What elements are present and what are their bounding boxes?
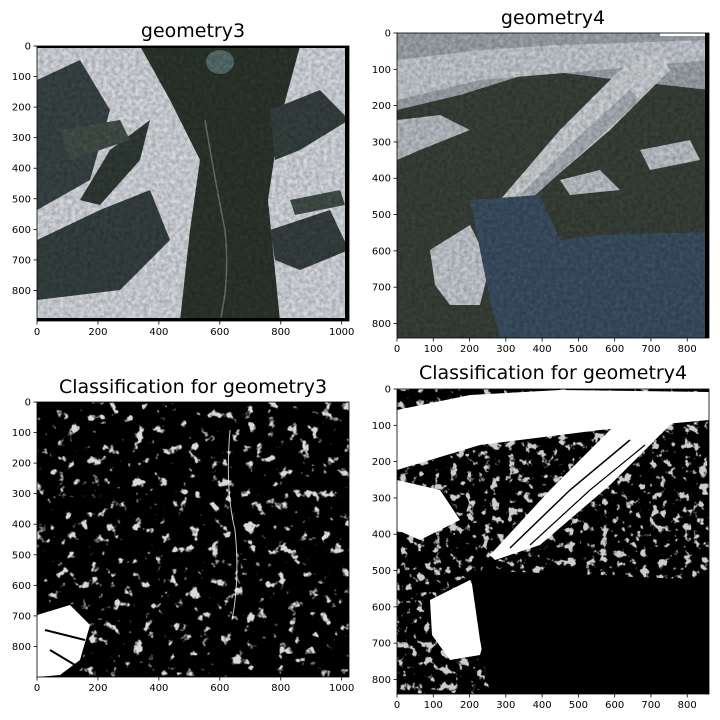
y-tick-label: 400 [12, 520, 31, 531]
y-tick-label: 700 [372, 283, 391, 294]
y-tick-label: 600 [12, 581, 31, 592]
axes-group: 0 200 400 600 800 100001002003004005006007008… [12, 29, 710, 711]
y-tick-label: 200 [372, 457, 391, 468]
axes-panel-4: 0 100 200 300 400 500 600 700 800 0 100 200 300 400 50… [372, 385, 710, 711]
title-geometry4: geometry4 [500, 7, 606, 29]
title-geometry3: geometry3 [140, 20, 246, 42]
x-tick-label: 800 [678, 700, 697, 711]
y-tick-label: 100 [372, 421, 391, 432]
x-tick-label: 700 [641, 700, 660, 711]
y-tick-label: 400 [12, 164, 31, 175]
x-tick-label: 400 [149, 327, 168, 338]
y-tick-label: 0 [385, 385, 391, 396]
y-tick-label: 800 [12, 642, 31, 653]
x-tick-label: 0 [34, 327, 40, 338]
x-tick-label: 800 [678, 344, 697, 355]
x-tick-label: 300 [496, 700, 515, 711]
y-tick-label: 100 [12, 72, 31, 83]
image-geometry3 [37, 46, 349, 321]
x-tick-label: 800 [271, 683, 290, 694]
y-tick-label: 400 [372, 174, 391, 185]
image-geometry4 [397, 33, 709, 338]
y-tick-label: 200 [12, 103, 31, 114]
y-tick-label: 500 [372, 210, 391, 221]
mask-geometry4 [397, 389, 709, 694]
title-classification-geometry3: Classification for geometry3 [58, 376, 328, 398]
x-tick-label: 500 [569, 700, 588, 711]
y-tick-label: 200 [372, 101, 391, 112]
axes-frame [36, 45, 350, 322]
y-tick-label: 400 [372, 530, 391, 541]
x-tick-label: 800 [271, 327, 290, 338]
y-tick-label: 0 [385, 29, 391, 40]
y-tick-label: 300 [12, 489, 31, 500]
title-classification-geometry4: Classification for geometry4 [418, 362, 688, 384]
y-tick-label: 100 [372, 65, 391, 76]
axes-panel-1: 0 200 400 600 800 1000 0 100 200 300 400 500 600 700 8… [12, 42, 355, 339]
y-tick-label: 0 [25, 398, 31, 409]
x-tick-label: 0 [34, 683, 40, 694]
x-tick-label: 200 [88, 683, 107, 694]
y-tick-label: 800 [372, 675, 391, 686]
y-tick-label: 800 [12, 286, 31, 297]
mask-geometry3 [37, 402, 349, 677]
y-tick-label: 300 [372, 137, 391, 148]
axes-frame [396, 32, 710, 339]
y-tick-label: 500 [372, 566, 391, 577]
x-tick-label: 600 [605, 700, 624, 711]
y-tick-label: 700 [12, 611, 31, 622]
x-tick-label: 1000 [329, 683, 354, 694]
y-tick-label: 700 [12, 255, 31, 266]
x-tick-label: 400 [533, 700, 552, 711]
x-tick-label: 400 [149, 683, 168, 694]
y-tick-label: 300 [372, 493, 391, 504]
y-tick-label: 500 [12, 194, 31, 205]
x-tick-label: 200 [88, 327, 107, 338]
x-tick-label: 0 [394, 344, 400, 355]
axes-panel-2: 0 100 200 300 400 500 600 700 800 0 100 200 300 400 50… [372, 29, 710, 355]
y-tick-label: 600 [12, 225, 31, 236]
x-tick-label: 600 [605, 344, 624, 355]
axes-frame [36, 401, 350, 678]
x-tick-label: 200 [460, 344, 479, 355]
x-tick-label: 600 [210, 327, 229, 338]
y-tick-label: 600 [372, 246, 391, 257]
x-tick-label: 600 [210, 683, 229, 694]
x-tick-label: 200 [460, 700, 479, 711]
x-tick-label: 1000 [329, 327, 354, 338]
x-tick-label: 100 [424, 700, 443, 711]
x-tick-label: 300 [496, 344, 515, 355]
x-tick-label: 500 [569, 344, 588, 355]
x-tick-label: 100 [424, 344, 443, 355]
y-tick-label: 0 [25, 42, 31, 53]
y-tick-label: 600 [372, 602, 391, 613]
axes-frame [396, 388, 710, 695]
y-tick-label: 300 [12, 133, 31, 144]
x-tick-label: 400 [533, 344, 552, 355]
x-tick-label: 0 [394, 700, 400, 711]
y-tick-label: 700 [372, 639, 391, 650]
y-tick-label: 800 [372, 319, 391, 330]
axes-panel-3: 0 200 400 600 800 1000 0 100 200 300 400 500 600 700 8… [12, 398, 355, 695]
y-tick-label: 200 [12, 459, 31, 470]
x-tick-label: 700 [641, 344, 660, 355]
y-tick-label: 500 [12, 550, 31, 561]
y-tick-label: 100 [12, 428, 31, 439]
